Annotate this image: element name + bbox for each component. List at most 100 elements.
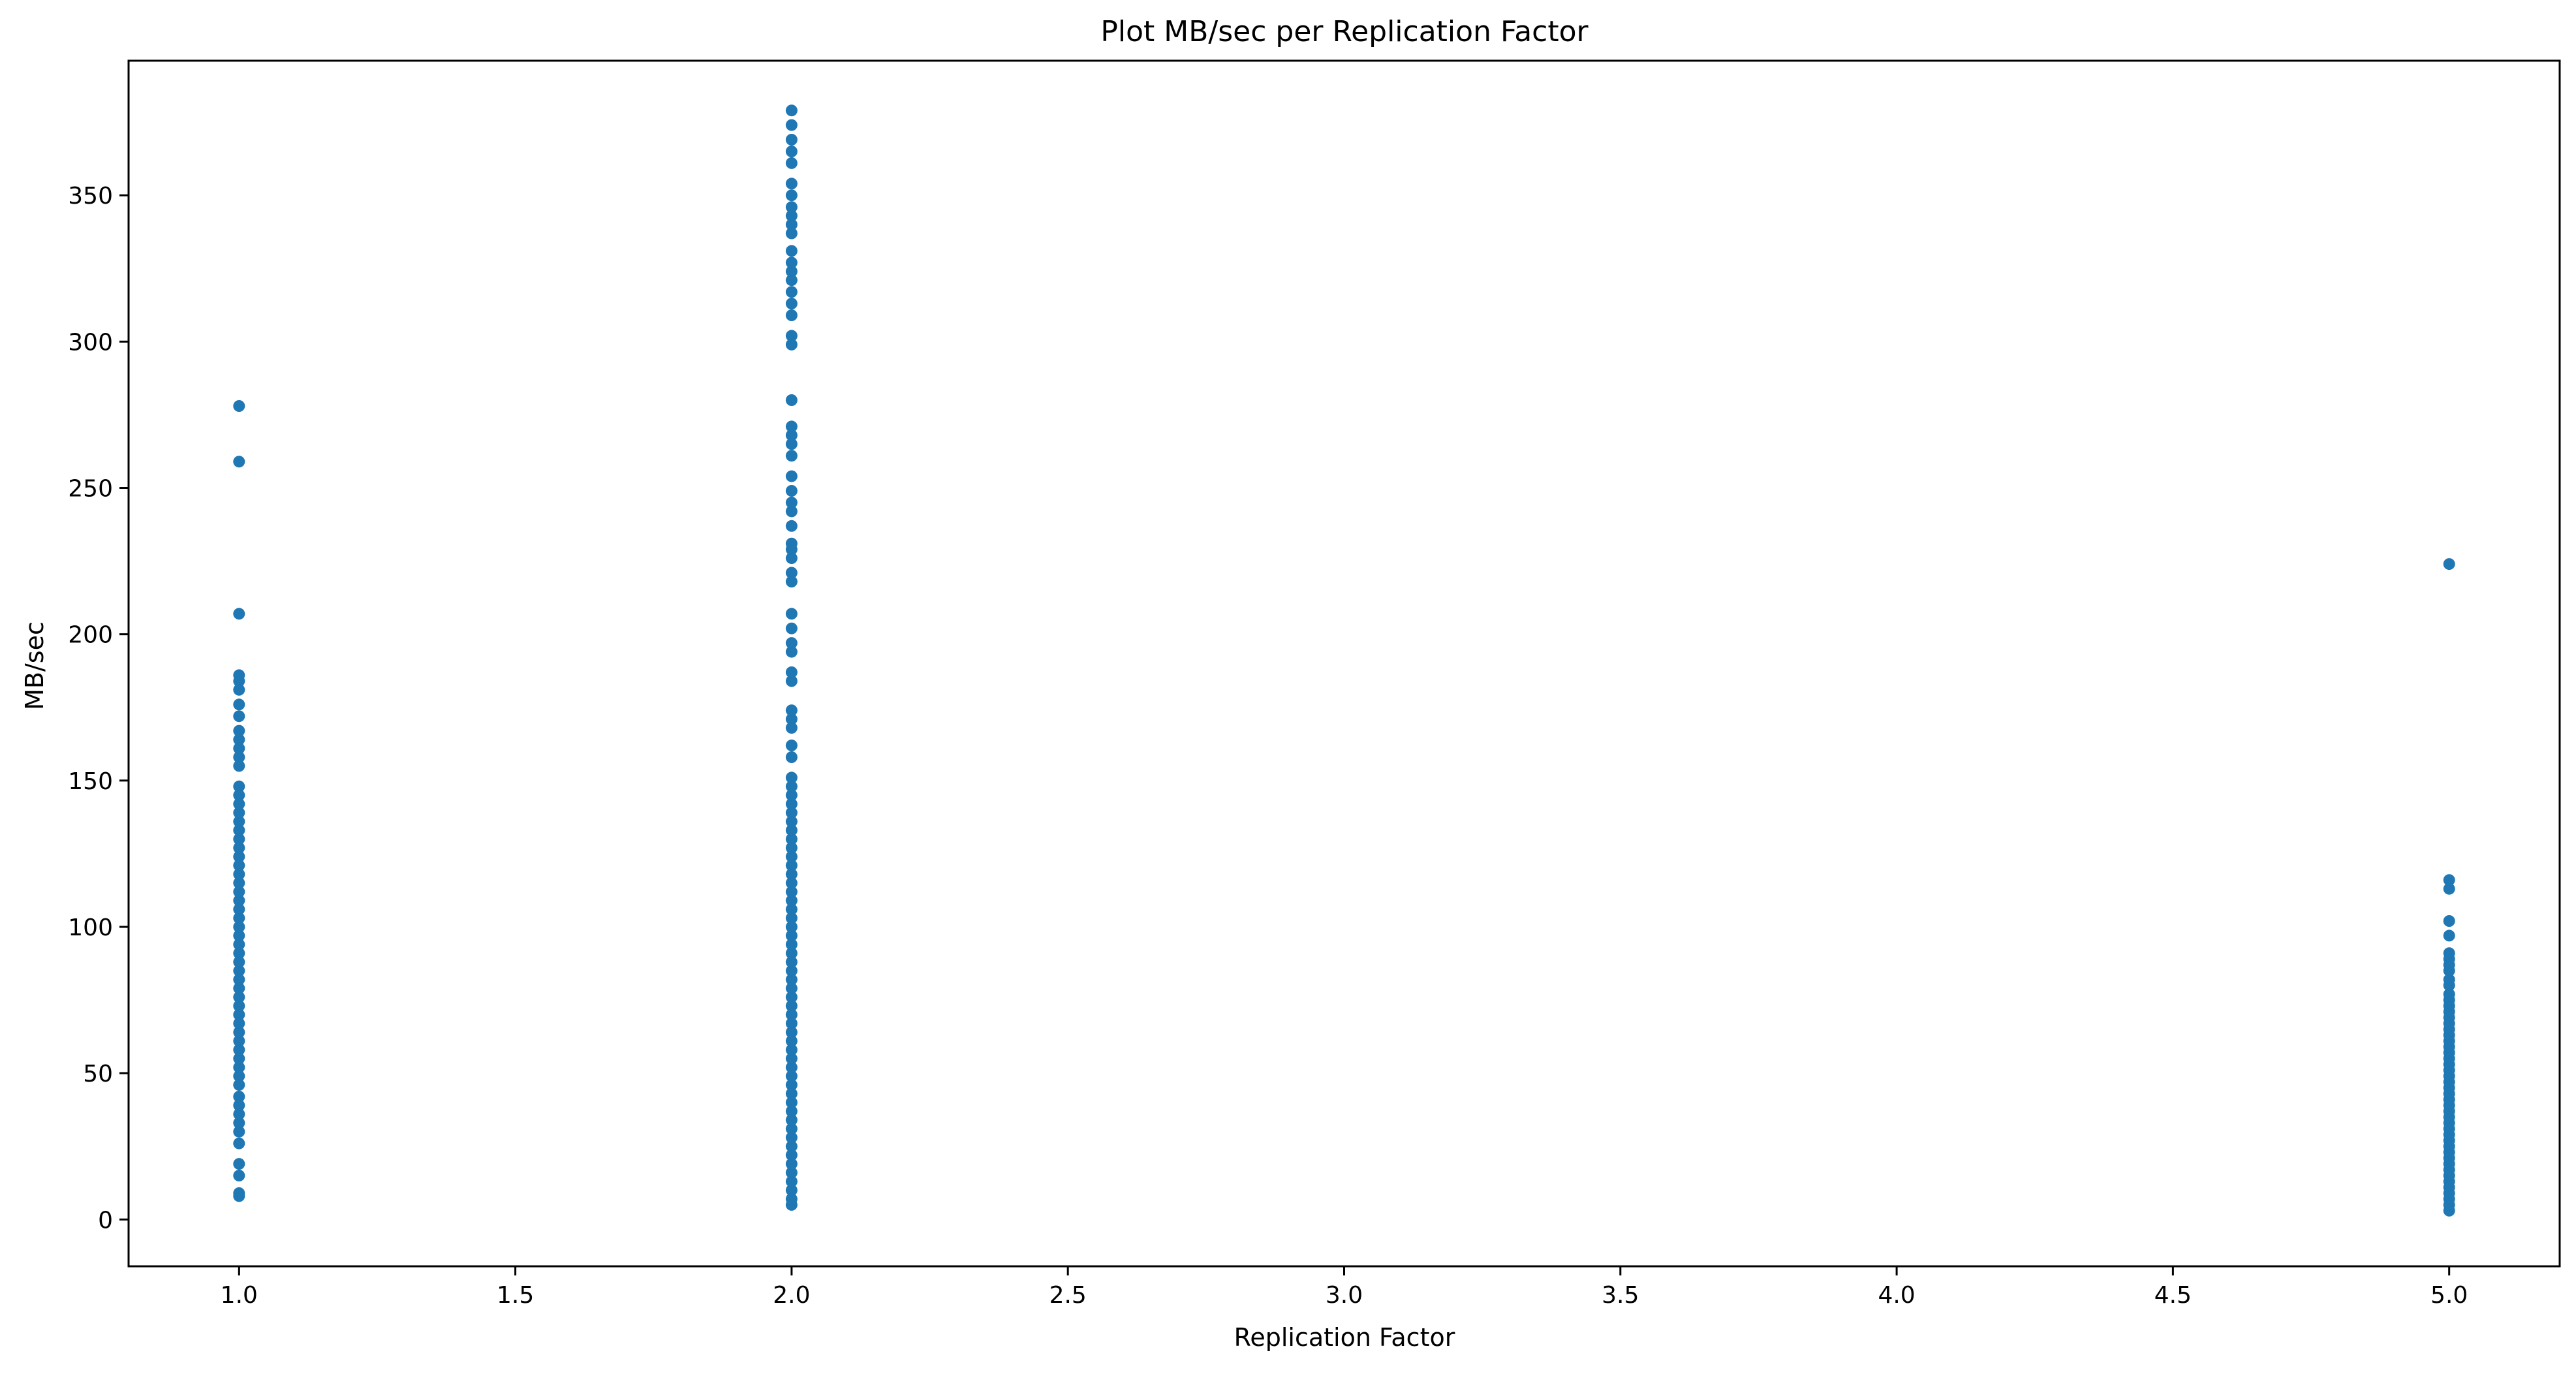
data-point-s1-59 <box>785 622 798 634</box>
data-point-s0-10 <box>233 1079 245 1091</box>
data-point-s0-43 <box>233 789 245 802</box>
data-point-s1-22 <box>785 1008 798 1021</box>
y-tick-label-2: 100 <box>68 914 113 941</box>
data-point-s0-57 <box>233 400 245 412</box>
data-point-s1-38 <box>785 868 798 881</box>
data-point-s1-1 <box>785 1193 798 1205</box>
data-point-s0-37 <box>233 841 245 854</box>
data-point-s1-15 <box>785 1070 798 1082</box>
data-point-s0-8 <box>233 1099 245 1112</box>
axis-ticks: 1.0 1.5 2.0 2.5 3.0 3.5 4.0 4.5 5.0 0 50 100 150 200 2… <box>68 183 2468 1309</box>
data-point-s0-23 <box>233 965 245 977</box>
data-point-s1-9 <box>785 1123 798 1135</box>
data-point-s1-90 <box>785 178 798 190</box>
data-point-s1-50 <box>785 751 798 763</box>
data-point-s1-28 <box>785 956 798 968</box>
data-point-s0-50 <box>233 710 245 723</box>
data-point-s1-12 <box>785 1097 798 1108</box>
data-point-s0-39 <box>233 824 245 836</box>
data-point-s0-40 <box>233 815 245 828</box>
data-point-s1-65 <box>785 537 798 550</box>
y-tick-label-7: 350 <box>68 183 113 210</box>
data-point-s1-33 <box>785 912 798 924</box>
data-point-s0-51 <box>233 698 245 711</box>
data-point-s1-36 <box>785 886 798 898</box>
data-point-s0-52 <box>233 683 245 696</box>
data-point-s1-53 <box>785 713 798 725</box>
data-point-s0-48 <box>233 734 245 746</box>
data-point-s1-60 <box>785 608 798 620</box>
data-point-s0-36 <box>233 851 245 863</box>
data-point-s2-44 <box>2443 929 2455 942</box>
data-point-s1-5 <box>785 1158 798 1170</box>
data-point-s1-88 <box>785 201 798 213</box>
data-point-s1-6 <box>785 1149 798 1161</box>
data-point-s0-31 <box>233 894 245 907</box>
data-point-s0-56 <box>233 456 245 468</box>
data-point-s0-25 <box>233 947 245 960</box>
data-point-s0-28 <box>233 921 245 933</box>
y-tick-label-4: 200 <box>68 622 113 649</box>
data-point-s1-46 <box>785 798 798 810</box>
data-point-s0-11 <box>233 1070 245 1082</box>
data-point-s1-48 <box>785 780 798 792</box>
data-point-s2-45 <box>2443 915 2455 927</box>
data-point-s0-55 <box>233 608 245 620</box>
plot-frame <box>127 59 2561 1268</box>
x-tick-label-7: 4.5 <box>2154 1282 2192 1309</box>
data-point-s1-51 <box>785 740 798 751</box>
data-point-s1-23 <box>785 1000 798 1012</box>
data-point-s0-9 <box>233 1091 245 1102</box>
data-point-s1-18 <box>785 1044 798 1056</box>
data-point-s1-70 <box>785 470 798 482</box>
data-point-s1-3 <box>785 1176 798 1187</box>
data-point-s2-39 <box>2443 973 2455 986</box>
y-tick-label-1: 50 <box>83 1061 113 1087</box>
data-point-s0-6 <box>233 1117 245 1129</box>
data-point-s1-27 <box>785 965 798 977</box>
data-point-s1-54 <box>785 704 798 717</box>
data-point-s2-48 <box>2443 558 2455 570</box>
data-point-s0-45 <box>233 760 245 772</box>
y-tick-label-3: 150 <box>68 768 113 795</box>
data-point-s1-79 <box>785 298 798 310</box>
data-point-s0-34 <box>233 868 245 881</box>
x-tick-label-1: 1.5 <box>497 1282 534 1309</box>
data-point-s1-10 <box>785 1114 798 1126</box>
data-point-s1-87 <box>785 210 798 222</box>
data-point-s0-46 <box>233 751 245 763</box>
data-point-s0-4 <box>233 1137 245 1149</box>
chart-title: Plot MB/sec per Replication Factor <box>1100 15 1589 48</box>
data-point-s1-92 <box>785 146 798 157</box>
data-point-s1-86 <box>785 219 798 230</box>
data-point-s0-49 <box>233 725 245 737</box>
data-point-s0-14 <box>233 1044 245 1056</box>
data-point-s1-68 <box>785 496 798 508</box>
x-tick-label-6: 4.0 <box>1878 1282 1915 1309</box>
data-point-s0-35 <box>233 859 245 871</box>
data-point-s1-49 <box>785 772 798 784</box>
data-point-s1-74 <box>785 420 798 433</box>
data-point-s1-77 <box>785 330 798 342</box>
data-point-s0-3 <box>233 1158 245 1170</box>
data-point-s0-42 <box>233 798 245 810</box>
data-point-s1-94 <box>785 119 798 131</box>
data-point-s1-44 <box>785 815 798 828</box>
data-point-s0-21 <box>233 982 245 995</box>
data-points <box>233 104 2455 1217</box>
data-point-s0-29 <box>233 912 245 924</box>
x-tick-label-5: 3.5 <box>1602 1282 1639 1309</box>
data-point-s1-78 <box>785 309 798 321</box>
data-point-s0-24 <box>233 956 245 968</box>
y-axis-label: MB/sec <box>20 621 49 710</box>
data-point-s1-67 <box>785 505 798 518</box>
data-point-s0-19 <box>233 1000 245 1012</box>
data-point-s1-19 <box>785 1035 798 1047</box>
data-point-s1-32 <box>785 921 798 933</box>
data-point-s1-47 <box>785 789 798 802</box>
y-tick-label-5: 250 <box>68 476 113 503</box>
data-point-s1-43 <box>785 824 798 836</box>
data-point-s1-13 <box>785 1087 798 1100</box>
data-point-s0-47 <box>233 742 245 755</box>
